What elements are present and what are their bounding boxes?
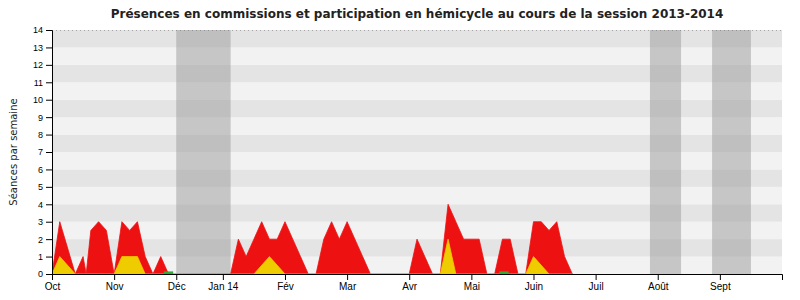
y-tick-mark bbox=[46, 169, 52, 170]
plot-area bbox=[52, 30, 782, 274]
x-tick-mark bbox=[285, 274, 286, 280]
x-tick-mark bbox=[223, 274, 224, 280]
x-tick-label: Mai bbox=[464, 281, 480, 292]
y-tick-label: 3 bbox=[38, 217, 43, 227]
x-tick-label: Nov bbox=[106, 281, 124, 292]
x-tick-mark bbox=[471, 274, 472, 280]
x-tick-label: Sept bbox=[710, 281, 731, 292]
x-tick-label: Fév bbox=[277, 281, 294, 292]
y-tick-mark bbox=[46, 187, 52, 188]
y-tick-mark bbox=[46, 204, 52, 205]
y-tick-mark bbox=[46, 135, 52, 136]
green-patch bbox=[499, 271, 508, 274]
y-tick-label: 5 bbox=[38, 182, 43, 192]
x-tick: Oct bbox=[45, 274, 61, 292]
y-axis-line bbox=[46, 31, 53, 275]
y-tick-label: 2 bbox=[38, 235, 43, 245]
x-tick: Mar bbox=[339, 274, 357, 292]
y-tick-label: 6 bbox=[38, 165, 43, 175]
x-tick-mark bbox=[409, 274, 410, 280]
x-axis-line bbox=[53, 275, 783, 281]
x-tick-label: Août bbox=[648, 281, 669, 292]
x-tick-label: Mar bbox=[339, 281, 357, 292]
y-tick-label: 13 bbox=[33, 43, 43, 53]
chart: Oct Nov Déc Jan 14 Fév Mar Avr Mai Juin Juil Août S… bbox=[0, 0, 800, 300]
y-tick: 2 bbox=[38, 235, 52, 245]
x-tick-mark bbox=[533, 274, 534, 280]
y-tick-mark bbox=[46, 47, 52, 48]
plot: Oct Nov Déc Jan 14 Fév Mar Avr Mai Juin Juil Août S… bbox=[33, 25, 783, 292]
x-tick: Juin bbox=[525, 274, 543, 292]
y-tick-label: 7 bbox=[38, 147, 43, 157]
y-axis-title: Séances par semaine bbox=[8, 98, 19, 205]
x-tick-mark bbox=[720, 274, 721, 280]
green-patch bbox=[164, 271, 173, 274]
y-tick: 3 bbox=[38, 217, 52, 227]
x-axis: Oct Nov Déc Jan 14 Fév Mar Avr Mai Juin Juil Août S… bbox=[45, 274, 783, 292]
y-tick-label: 0 bbox=[38, 269, 43, 279]
x-tick-mark bbox=[176, 274, 177, 280]
x-tick-mark bbox=[596, 274, 597, 280]
x-tick: Mai bbox=[464, 274, 480, 292]
x-tick-mark bbox=[658, 274, 659, 280]
y-tick: 5 bbox=[38, 182, 52, 192]
y-tick-mark bbox=[46, 222, 52, 223]
y-tick-label: 12 bbox=[33, 60, 43, 70]
y-tick: 6 bbox=[38, 165, 52, 175]
area-line bbox=[52, 239, 572, 274]
y-tick-mark bbox=[46, 274, 52, 275]
y-tick-label: 14 bbox=[33, 25, 43, 35]
y-tick: 0 bbox=[38, 269, 52, 279]
x-tick: Fév bbox=[277, 274, 294, 292]
y-tick-mark bbox=[46, 152, 52, 153]
x-tick-label: Oct bbox=[45, 281, 61, 292]
y-tick-mark bbox=[46, 30, 52, 31]
x-tick: Avr bbox=[402, 274, 417, 292]
y-tick-label: 4 bbox=[38, 200, 43, 210]
y-tick: 11 bbox=[34, 78, 52, 88]
reference-line bbox=[52, 30, 782, 31]
x-tick: Jan 14 bbox=[208, 274, 238, 292]
x-tick-label: Jan 14 bbox=[208, 281, 238, 292]
y-tick-mark bbox=[46, 239, 52, 240]
y-tick: 9 bbox=[38, 113, 52, 123]
y-tick-label: 1 bbox=[38, 252, 43, 262]
area bbox=[52, 204, 572, 274]
x-tick-label: Juil bbox=[589, 281, 604, 292]
x-tick-label: Déc bbox=[168, 281, 186, 292]
x-tick: Août bbox=[648, 274, 669, 292]
title: Présences en commissions et participatio… bbox=[111, 7, 724, 21]
x-tick: Sept bbox=[710, 274, 731, 292]
y-tick: 14 bbox=[33, 25, 52, 35]
y-axis: 01234567891011121314 bbox=[33, 25, 53, 279]
y-tick: 4 bbox=[38, 200, 52, 210]
y-tick-mark bbox=[46, 82, 52, 83]
y-tick: 7 bbox=[38, 147, 52, 157]
x-tick-mark bbox=[347, 274, 348, 280]
y-tick-mark bbox=[46, 100, 52, 101]
y-tick-label: 8 bbox=[38, 130, 43, 140]
y-tick-mark bbox=[46, 65, 52, 66]
y-tick-label: 11 bbox=[34, 78, 43, 88]
y-tick: 10 bbox=[33, 95, 52, 105]
area-line bbox=[52, 204, 572, 274]
area bbox=[52, 239, 572, 274]
y-tick: 8 bbox=[38, 130, 52, 140]
y-tick-mark bbox=[46, 117, 52, 118]
x-tick: Déc bbox=[168, 274, 186, 292]
y-tick: 12 bbox=[33, 60, 52, 70]
x-tick: Nov bbox=[106, 274, 124, 292]
x-tick-label: Avr bbox=[402, 281, 417, 292]
y-tick: 13 bbox=[33, 43, 52, 53]
y-tick-label: 9 bbox=[38, 113, 43, 123]
x-tick: Juil bbox=[589, 274, 604, 292]
gray-band bbox=[712, 30, 751, 274]
x-tick-label: Juin bbox=[525, 281, 543, 292]
gray-band bbox=[650, 30, 681, 274]
gray-band bbox=[176, 30, 230, 274]
y-tick: 1 bbox=[38, 252, 52, 262]
x-tick-mark bbox=[114, 274, 115, 280]
y-tick-label: 10 bbox=[33, 95, 43, 105]
y-tick-mark bbox=[46, 257, 52, 258]
